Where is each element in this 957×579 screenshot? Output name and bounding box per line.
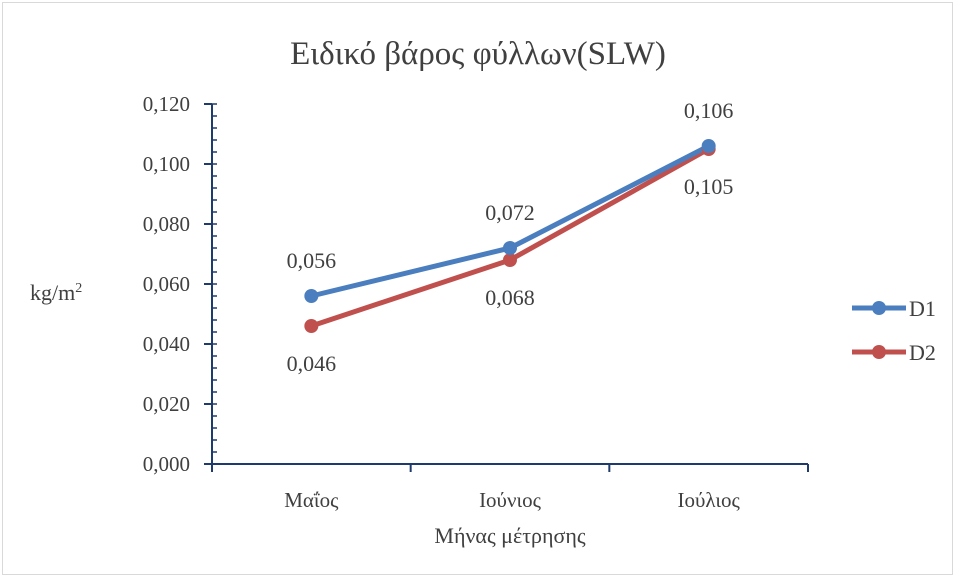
y-tick-label: 0,000 bbox=[143, 452, 190, 476]
y-tick-label: 0,100 bbox=[143, 152, 190, 176]
data-labels: 0,056 0,072 0,106 0,046 0,068 0,105 bbox=[287, 98, 734, 376]
data-label-d1: 0,106 bbox=[684, 98, 734, 123]
legend-label-d1: D1 bbox=[909, 296, 936, 321]
series-lines bbox=[304, 139, 716, 333]
data-point-d1 bbox=[503, 241, 517, 255]
data-point-d1 bbox=[701, 139, 716, 153]
y-axis-label-unit: kg/m bbox=[30, 280, 75, 305]
legend-label-d2: D2 bbox=[909, 340, 936, 365]
legend-marker-d1 bbox=[872, 301, 886, 315]
data-label-d1: 0,056 bbox=[287, 248, 337, 273]
y-tick-label: 0,060 bbox=[143, 272, 190, 296]
y-tick-label: 0,020 bbox=[143, 392, 190, 416]
data-point-d1 bbox=[304, 289, 319, 303]
chart-title: Ειδικό βάρος φύλλων(SLW) bbox=[290, 36, 666, 72]
data-label-d2: 0,105 bbox=[684, 174, 734, 199]
x-axis-label: Μήνας μέτρησης bbox=[434, 523, 585, 548]
x-tick-label: Ιούνιος bbox=[479, 488, 542, 512]
data-label-d1: 0,072 bbox=[485, 200, 535, 225]
legend-marker-d2 bbox=[872, 345, 886, 359]
y-axis: 0,000 0,020 0,040 0,060 0,080 0,100 0,120 bbox=[143, 92, 217, 476]
y-tick-label: 0,120 bbox=[143, 92, 190, 116]
y-axis-label-superscript: 2 bbox=[75, 281, 82, 296]
data-label-d2: 0,046 bbox=[287, 351, 337, 376]
x-tick-label: Μαΐος bbox=[284, 488, 339, 512]
data-label-d2: 0,068 bbox=[485, 285, 535, 310]
data-point-d2 bbox=[503, 253, 517, 267]
y-tick-label: 0,040 bbox=[143, 332, 190, 356]
y-tick-label: 0,080 bbox=[143, 212, 190, 236]
data-point-d2 bbox=[304, 319, 319, 333]
y-axis-label: kg/m2 bbox=[30, 280, 82, 305]
x-axis: Μαΐος Ιούνιος Ιούλιος bbox=[211, 463, 809, 512]
x-tick-label: Ιούλιος bbox=[678, 488, 741, 512]
legend: D1 D2 bbox=[852, 296, 936, 365]
